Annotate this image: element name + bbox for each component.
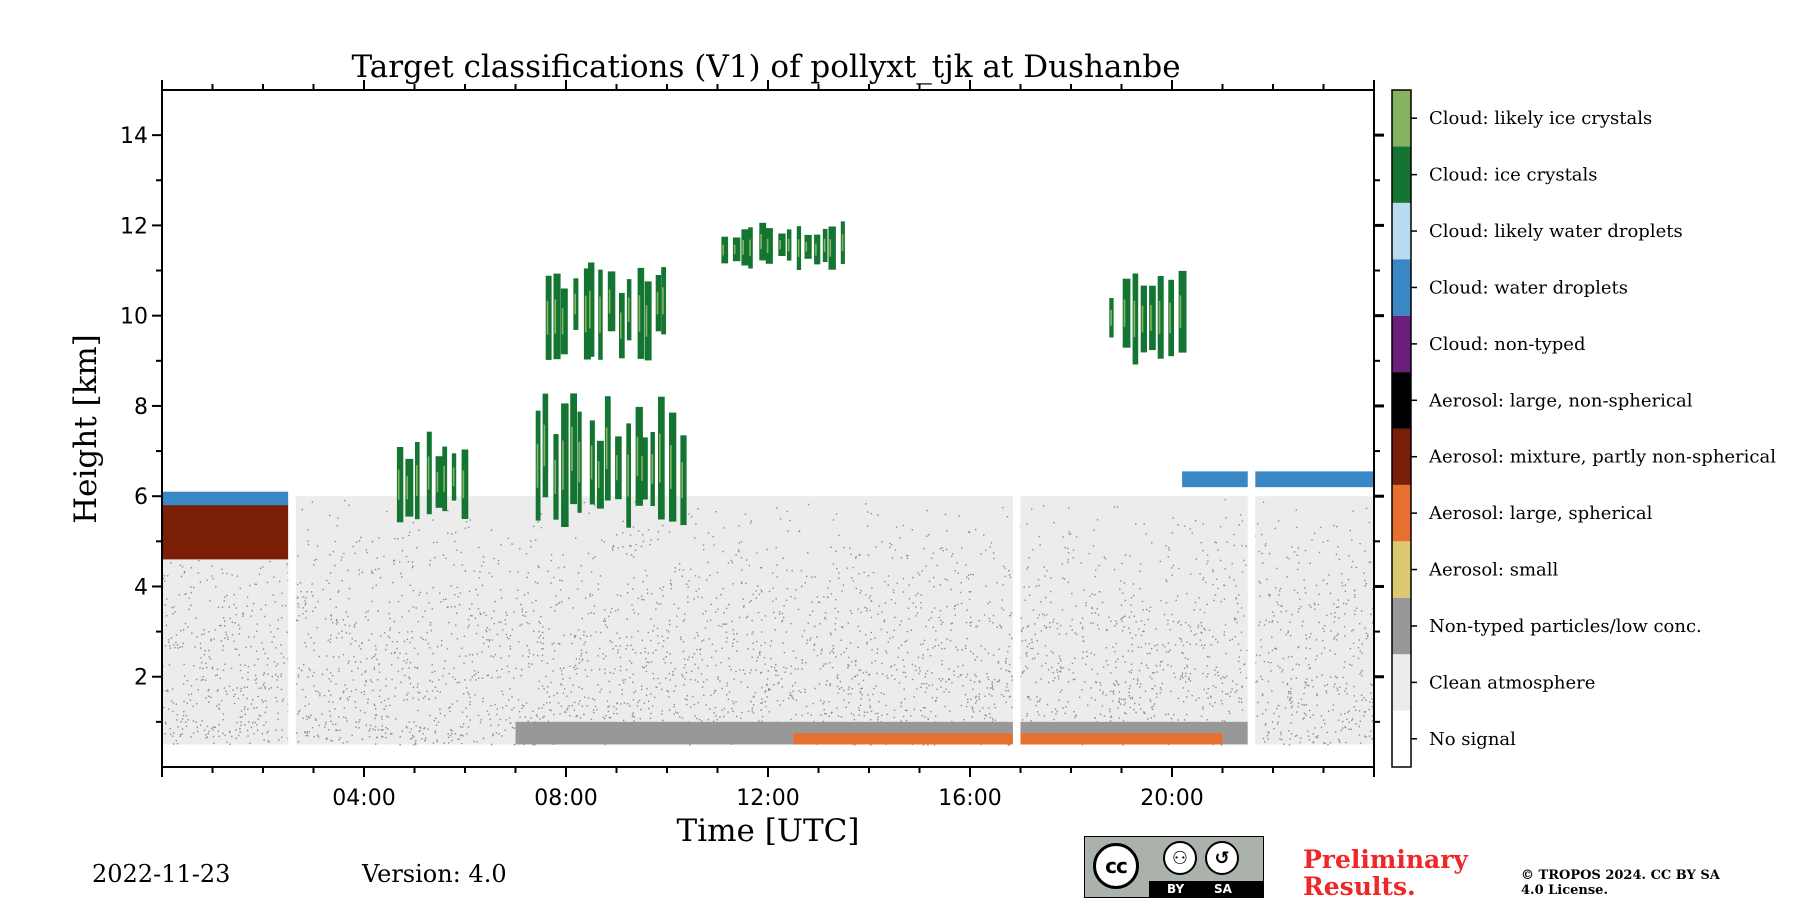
colorbar-swatch (1392, 315, 1411, 373)
footer-version: Version: 4.0 (362, 860, 507, 888)
data-gap-0 (288, 90, 296, 767)
data-gap-2 (1247, 90, 1256, 767)
x-tick-label: 12:00 (736, 786, 799, 811)
region-10 (1109, 270, 1187, 365)
colorbar-label: Clean atmosphere (1429, 672, 1595, 693)
plot-area (162, 90, 1374, 767)
y-tick-label: 14 (120, 124, 148, 149)
y-tick-label: 10 (120, 305, 148, 330)
colorbar-swatch (1392, 654, 1411, 711)
region-8 (545, 262, 666, 361)
colorbar-swatch (1392, 428, 1411, 485)
region-2 (793, 733, 1223, 745)
region-7 (535, 393, 687, 528)
by-label: BY (1167, 882, 1185, 896)
colorbar-swatch (1392, 597, 1411, 655)
colorbar-label: Cloud: likely water droplets (1429, 221, 1683, 242)
x-tick-label: 08:00 (534, 786, 597, 811)
colorbar-swatch (1392, 541, 1411, 598)
y-tick-label: 4 (134, 575, 148, 600)
chart-title: Target classifications (V1) of pollyxt_t… (351, 49, 1180, 85)
colorbar-label: Non-typed particles/low conc. (1429, 616, 1702, 637)
preliminary-notice: Preliminary Results. (1303, 845, 1468, 901)
colorbar-swatch (1392, 146, 1411, 203)
x-axis-label: Time [UTC] (677, 813, 860, 849)
region-6 (396, 431, 469, 523)
share-alike-icon: ↺ (1205, 841, 1239, 875)
colorbar-label: Aerosol: large, non-spherical (1428, 390, 1693, 411)
y-tick-label: 12 (120, 214, 148, 239)
colorbar-label: Aerosol: mixture, partly non-spherical (1428, 447, 1776, 468)
colorbar-label: Aerosol: small (1428, 560, 1559, 581)
colorbar-swatch (1392, 372, 1411, 429)
x-tick-label: 04:00 (332, 786, 395, 811)
colorbar-swatch (1392, 202, 1411, 260)
colorbar-label: No signal (1429, 729, 1516, 750)
y-tick-label: 6 (134, 485, 148, 510)
attribution-icon: ⚇ (1163, 841, 1197, 875)
colorbar-swatch (1392, 90, 1411, 147)
y-axis: 2 4 6 8 10 12 14 (120, 124, 1384, 723)
x-tick-label: 20:00 (1140, 786, 1203, 811)
x-axis: 04:00 08:00 12:00 16:00 20:00 (161, 80, 1375, 811)
copyright-notice: © TROPOS 2024. CC BY SA 4.0 License. (1521, 868, 1720, 898)
colorbar-swatch (1392, 710, 1411, 767)
cc-icon: cc (1093, 843, 1139, 889)
y-tick-label: 2 (134, 666, 148, 691)
data-gap-1 (1012, 90, 1021, 767)
colorbar-label: Cloud: water droplets (1429, 277, 1628, 298)
colorbar-label: Cloud: likely ice crystals (1429, 108, 1652, 129)
cc-license-badge: cc ⚇ ↺ BY SA (1084, 836, 1264, 898)
colorbar-label: Aerosol: large, spherical (1428, 503, 1653, 524)
x-tick-label: 16:00 (938, 786, 1001, 811)
region-3 (162, 500, 289, 560)
colorbar-label: Cloud: non-typed (1429, 334, 1585, 355)
region-5 (1182, 471, 1374, 488)
footer-date: 2022-11-23 (92, 860, 231, 888)
region-9 (721, 221, 845, 270)
colorbar-label: Cloud: ice crystals (1429, 165, 1598, 186)
region-0 (162, 496, 1374, 746)
colorbar-swatch (1392, 484, 1411, 542)
y-tick-label: 8 (134, 395, 148, 420)
region-4 (162, 491, 289, 506)
sa-label: SA (1214, 882, 1232, 896)
y-axis-label: Height [km] (68, 334, 104, 524)
colorbar-swatch (1392, 259, 1411, 316)
colorbar-legend: No signal Clean atmosphere Non-typed parti… (1391, 89, 1776, 768)
license-strip (1149, 881, 1263, 897)
